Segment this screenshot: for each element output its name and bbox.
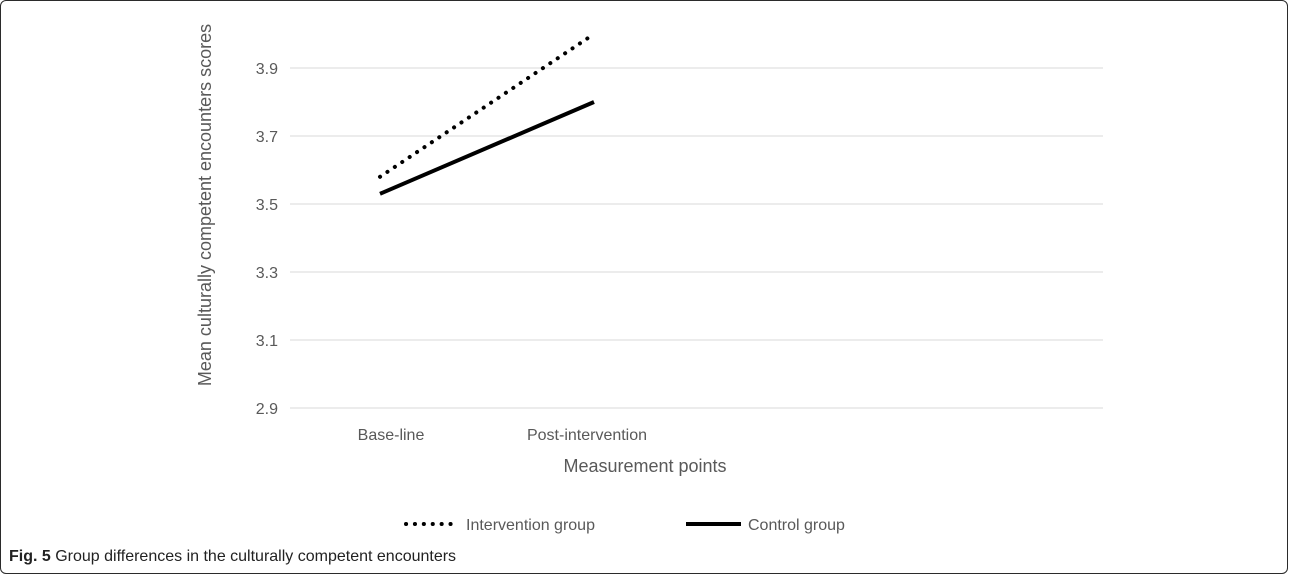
line-chart: 2.9 3.1 3.3 3.5 3.7 3.9 Base-line Post-interve… bbox=[195, 24, 1103, 534]
y-tick-label: 3.9 bbox=[256, 61, 278, 78]
y-tick-label: 3.1 bbox=[256, 333, 278, 350]
legend-label: Intervention group bbox=[466, 517, 595, 534]
x-tick-labels: Base-line Post-intervention bbox=[358, 427, 647, 444]
control-series-line bbox=[379, 100, 595, 196]
y-axis-title: Mean culturally competent encounters sco… bbox=[195, 24, 215, 386]
intervention-series-line bbox=[378, 32, 596, 179]
x-axis-title: Measurement points bbox=[563, 456, 726, 476]
legend: Intervention group Control group bbox=[404, 517, 845, 534]
y-tick-label: 3.5 bbox=[256, 197, 278, 214]
figure-label: Fig. 5 bbox=[9, 548, 51, 565]
figure-caption-text: Group differences in the culturally comp… bbox=[55, 548, 457, 565]
x-tick-label: Base-line bbox=[358, 427, 425, 444]
gridlines bbox=[290, 67, 1103, 409]
y-tick-label: 3.7 bbox=[256, 129, 278, 146]
x-tick-label: Post-intervention bbox=[527, 427, 647, 444]
y-tick-labels: 2.9 3.1 3.3 3.5 3.7 3.9 bbox=[256, 61, 278, 418]
legend-label: Control group bbox=[748, 517, 845, 534]
y-tick-label: 2.9 bbox=[256, 401, 278, 418]
series-lines bbox=[378, 32, 596, 196]
y-tick-label: 3.3 bbox=[256, 265, 278, 282]
figure-caption: Fig. 5 Group differences in the cultural… bbox=[9, 548, 456, 566]
